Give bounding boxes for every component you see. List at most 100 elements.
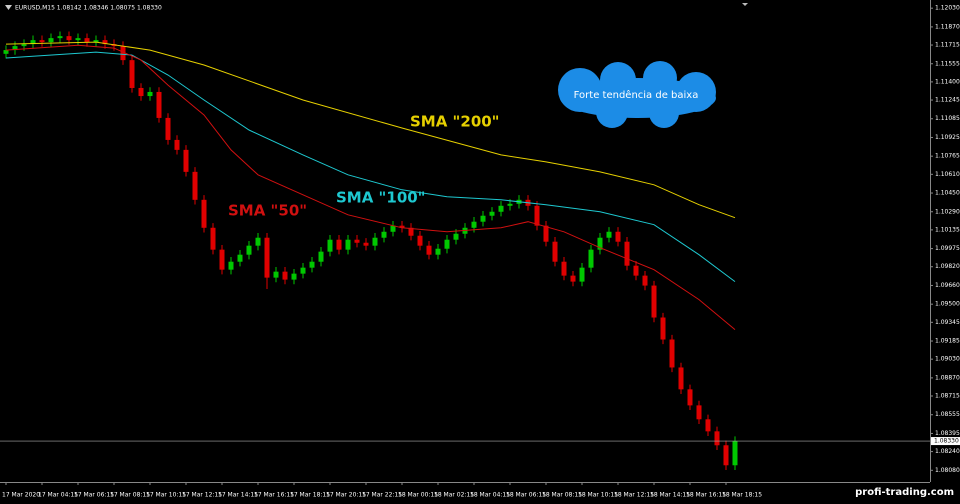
sma-line [5,51,736,283]
candle-body [570,275,576,282]
x-tick-label: 18 Mar 06:15 [506,492,546,499]
y-tick-label: 1.09660 [935,282,960,289]
y-tick-label: 1.09345 [935,319,960,326]
y-tick-label: 1.11400 [935,78,960,85]
chart-title: EURUSD,M15 1.08142 1.08346 1.08075 1.083… [15,5,162,12]
x-tick-label: 18 Mar 18:15 [722,492,762,499]
candle-body [210,227,216,250]
x-tick-label: 17 Mar 22:15 [362,492,402,499]
candle-body [174,139,180,150]
x-tick-label: 17 Mar 10:15 [146,492,186,499]
candle-body [669,339,675,368]
candle-body [147,91,153,97]
candle-body [579,267,585,282]
candle-body [48,38,54,43]
candle-body [30,40,36,45]
candle-body [219,249,225,270]
candle-body [309,261,315,268]
candle-body [714,431,720,446]
candle-body [453,233,459,240]
candle-body [201,199,207,228]
sma-label: SMA "200" [410,113,500,131]
candle-body [732,441,738,466]
y-tick-label: 1.11085 [935,115,960,122]
candle-body [228,261,234,270]
y-tick-label: 1.09185 [935,338,960,345]
candle-body [399,225,405,228]
x-tick-label: 17 Mar 04:15 [38,492,78,499]
candle-body [615,231,621,242]
candle-body [75,38,81,41]
y-tick-label: 1.11870 [935,23,960,30]
sma-line [5,41,736,219]
x-tick-label: 18 Mar 02:15 [434,492,474,499]
candle-body [354,239,360,243]
candle-body [507,203,513,206]
sma-label: SMA "50" [228,202,307,220]
candle-body [498,205,504,212]
x-tick-label: 17 Mar 08:15 [110,492,150,499]
x-tick-label: 18 Mar 14:15 [650,492,690,499]
candle-body [426,245,432,255]
candle-body [408,227,414,236]
candle-body [255,237,261,246]
x-tick-label: 18 Mar 10:15 [578,492,618,499]
candle-body [624,241,630,266]
candle-body [129,60,135,88]
candle-body [642,275,648,286]
candle-body [345,239,351,250]
y-tick-label: 1.10765 [935,153,960,160]
candle-body [660,317,666,340]
y-tick-label: 1.08080 [935,467,960,474]
candle-body [165,117,171,140]
candles [3,31,738,470]
last-price-box [931,437,960,446]
candle-body [300,267,306,274]
candle-body [66,36,72,41]
candle-body [723,445,729,466]
candle-body [39,40,45,43]
candle-body [120,46,126,61]
symbol-icon [5,5,12,10]
candle-body [156,91,162,118]
y-tick-label: 1.09820 [935,263,960,270]
candle-body [282,271,288,280]
candle-body [543,225,549,242]
candle-body [3,50,9,54]
y-tick-label: 1.10610 [935,171,960,178]
candle-body [687,389,693,406]
candle-body [237,254,243,262]
candle-body [552,241,558,262]
y-tick-label: 1.09030 [935,356,960,363]
x-tick-label: 17 Mar 2020 [2,492,40,499]
x-tick-label: 18 Mar 04:15 [470,492,510,499]
y-tick-label: 1.09975 [935,245,960,252]
y-tick-label: 1.09500 [935,301,960,308]
candle-body [84,38,90,43]
x-tick-label: 18 Mar 16:15 [686,492,726,499]
candle-body [372,237,378,246]
candle-body [444,239,450,249]
y-tick-label: 1.10450 [935,190,960,197]
candle-body [390,225,396,232]
y-tick-label: 1.11715 [935,42,960,49]
candle-body [291,273,297,280]
candle-body [57,36,63,39]
candle-body [435,248,441,255]
candle-body [264,237,270,278]
candle-body [336,239,342,250]
sma-label: SMA "100" [336,189,426,207]
candle-body [705,419,711,432]
candle-body [633,265,639,276]
y-tick-label: 1.08870 [935,374,960,381]
annotation-cloud: Forte tendência de baixa [558,61,716,128]
y-tick-label: 1.10925 [935,134,960,141]
candle-body [417,235,423,246]
collapse-icon[interactable] [742,3,748,6]
candle-body [696,405,702,420]
candle-body [183,149,189,172]
y-tick-label: 1.08715 [935,393,960,400]
candle-body [273,271,279,278]
x-tick-label: 17 Mar 16:15 [254,492,294,499]
